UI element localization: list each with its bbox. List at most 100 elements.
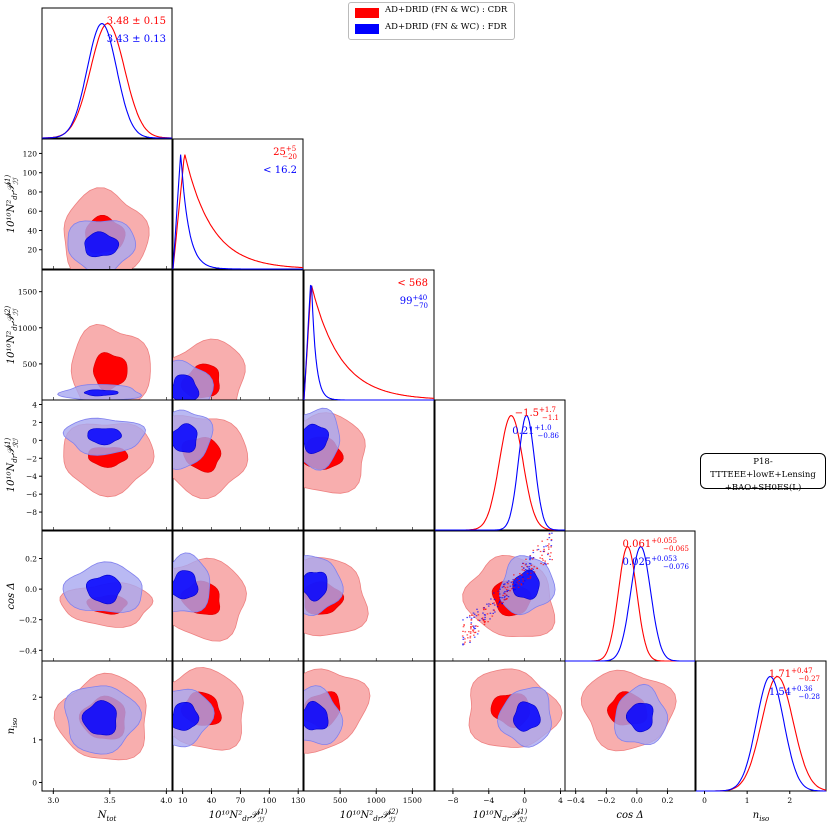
- annotation-cdr-cos_delta: 0.061+0.055 −0.065: [623, 537, 689, 553]
- legend: AD+DRID (FN & WC) : CDR AD+DRID (FN & WC…: [348, 2, 515, 40]
- sample-point: [522, 580, 525, 582]
- sample-point: [507, 580, 510, 582]
- sample-point: [531, 558, 534, 560]
- sample-point: [517, 586, 520, 588]
- annotation-cdr-P_II_1: 25+5 −20: [273, 145, 297, 161]
- sample-point: [462, 638, 465, 640]
- sample-point: [521, 566, 523, 568]
- sample-point: [476, 633, 479, 635]
- sample-point: [513, 578, 516, 581]
- sample-point: [512, 583, 514, 585]
- contour-fdr-68-N_tot-P_II_1: [84, 231, 120, 258]
- sample-point: [499, 599, 501, 601]
- sample-point: [541, 540, 543, 542]
- sample-point: [523, 580, 526, 582]
- sample-point: [484, 616, 486, 618]
- sample-point: [472, 631, 475, 633]
- y-tick-label-P_RI_1: −2: [26, 454, 37, 463]
- sample-point: [462, 619, 464, 621]
- sample-point: [470, 626, 472, 628]
- sample-point: [499, 588, 501, 590]
- sample-point: [506, 586, 509, 588]
- sample-point: [529, 555, 531, 557]
- sample-point: [503, 583, 505, 585]
- sample-point: [469, 614, 471, 617]
- x-tick-label-N_tot: 3.5: [104, 796, 116, 805]
- sample-point: [548, 537, 551, 539]
- y-axis-label-n_iso: niso: [6, 718, 19, 735]
- sample-point: [498, 593, 501, 595]
- y-tick-label-P_RI_1: 4: [32, 400, 37, 409]
- sample-point: [484, 614, 486, 616]
- y-tick-label-P_II_2: 1000: [18, 324, 37, 333]
- sample-point: [520, 584, 523, 586]
- sample-point: [501, 586, 504, 588]
- sample-point: [531, 567, 533, 570]
- sample-point: [549, 558, 551, 560]
- sample-point: [539, 557, 541, 559]
- y-axis-label-P_II_1: 10¹⁰N²dr𝒫(1)ℐℐ: [4, 174, 20, 233]
- sample-point: [530, 572, 532, 574]
- sample-point: [536, 567, 538, 569]
- contour-fdr-68-cos_delta-n_iso: [626, 702, 654, 733]
- sample-point: [493, 604, 496, 606]
- sample-point: [544, 560, 546, 562]
- sample-point: [512, 579, 514, 581]
- y-tick-label-P_RI_1: −8: [26, 508, 37, 517]
- sample-point: [493, 598, 496, 601]
- sample-point: [550, 546, 552, 548]
- sample-point: [477, 630, 480, 632]
- sample-point: [533, 571, 536, 573]
- sample-point: [529, 577, 532, 579]
- sample-point: [498, 601, 501, 603]
- y-tick-label-cos_delta: −0.4: [19, 646, 37, 655]
- sample-point: [477, 619, 479, 621]
- sample-point: [468, 631, 470, 633]
- sample-point: [462, 643, 464, 645]
- sample-point: [493, 592, 495, 594]
- sample-point: [504, 583, 506, 585]
- sample-point: [541, 554, 543, 556]
- sample-point: [462, 626, 465, 628]
- sample-point: [503, 597, 506, 599]
- sample-point: [550, 539, 553, 541]
- sample-point: [509, 590, 511, 592]
- sample-point: [542, 559, 544, 561]
- contour-fdr-68-P_II_2-n_iso: [304, 700, 329, 731]
- sample-point: [486, 613, 489, 615]
- sample-point: [461, 635, 464, 637]
- y-tick-label-P_II_1: 20: [27, 246, 37, 255]
- x-tick-label-N_tot: 4.0: [160, 796, 172, 805]
- sample-point: [544, 562, 546, 564]
- sample-point: [469, 632, 472, 634]
- sample-point: [502, 594, 504, 596]
- x-tick-label-n_iso: 1: [745, 796, 750, 805]
- sample-point: [469, 641, 471, 643]
- sample-point: [547, 563, 549, 565]
- x-axis-label-P_II_2: 10¹⁰N²dr𝒫(2) ℐℐ: [340, 808, 399, 824]
- sample-point: [548, 548, 550, 550]
- x-tick-label-P_RI_1: −8: [447, 796, 458, 805]
- sample-point: [547, 552, 550, 554]
- sample-point: [487, 605, 490, 607]
- marginal-frame-N_tot: [41, 7, 173, 139]
- sample-point: [472, 629, 475, 631]
- sample-point: [498, 601, 501, 603]
- marginal-frame-cos_delta: [564, 530, 696, 662]
- sample-point: [547, 546, 550, 548]
- sample-point: [471, 614, 473, 616]
- sample-point: [527, 578, 529, 580]
- sample-point: [503, 592, 505, 594]
- x-tick-label-P_II_1: 130: [291, 796, 306, 805]
- x-axis-label-P_II_1: 10¹⁰N²dr𝒫(1) ℐℐ: [209, 808, 268, 824]
- x-tick-label-P_II_1: 10: [178, 796, 188, 805]
- x-tick-label-P_II_2: 1500: [403, 796, 422, 805]
- x-tick-label-P_RI_1: 4: [558, 796, 563, 805]
- sample-point: [530, 564, 533, 566]
- y-tick-label-P_RI_1: 2: [32, 418, 37, 427]
- sample-point: [483, 624, 486, 626]
- sample-point: [542, 550, 545, 552]
- sample-point: [525, 569, 527, 571]
- y-tick-label-cos_delta: 0.0: [25, 585, 37, 594]
- sample-point: [484, 608, 487, 610]
